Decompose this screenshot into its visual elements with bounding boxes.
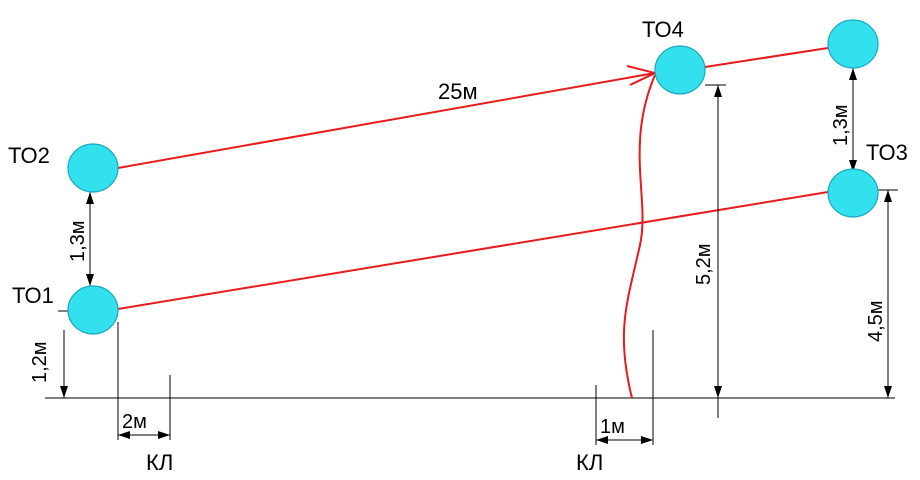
dim-arrow	[60, 386, 68, 398]
node-to2-label: ТО2	[8, 143, 50, 168]
dim-arrow	[884, 190, 892, 202]
node-to1	[67, 285, 119, 335]
dim-to1-height-label: 1,2м	[29, 341, 51, 383]
dim-arrow	[641, 436, 653, 444]
dim-left-offset-label: 2м	[122, 411, 147, 433]
cable-line-curve	[622, 74, 656, 399]
cable-right-label: КЛ	[576, 450, 603, 475]
node-top-right	[827, 19, 879, 69]
dim-arrow	[714, 85, 722, 97]
dim-to4-height-label: 5,2м	[693, 243, 715, 285]
dim-arrow	[596, 436, 608, 444]
pipe-to2-to4	[117, 72, 656, 169]
node-to4	[654, 45, 706, 95]
dim-arrow	[86, 274, 94, 286]
cable-left-label: КЛ	[146, 450, 173, 475]
dim-to3-height-label: 4,5м	[865, 300, 887, 342]
dim-arrow	[849, 68, 857, 80]
dim-arrow	[118, 431, 130, 439]
node-to4-label: ТО4	[642, 17, 684, 42]
dim-top-right-label: 1,3м	[830, 104, 852, 146]
pipe-to4-top-right	[704, 47, 829, 68]
pipe-length-label: 25м	[438, 79, 478, 104]
dim-to2-to1-label: 1,3м	[67, 220, 89, 262]
dim-arrow	[86, 192, 94, 204]
node-to1-label: ТО1	[12, 283, 54, 308]
dim-arrow	[884, 386, 892, 398]
dim-right-offset-label: 1м	[600, 416, 625, 438]
dim-arrow	[714, 386, 722, 398]
pipe-to1-to3	[117, 191, 829, 310]
dim-arrow	[158, 431, 170, 439]
node-to3-label: ТО3	[866, 140, 908, 165]
node-to2	[67, 143, 119, 193]
dim-arrow	[849, 160, 857, 172]
node-to3	[827, 168, 879, 218]
